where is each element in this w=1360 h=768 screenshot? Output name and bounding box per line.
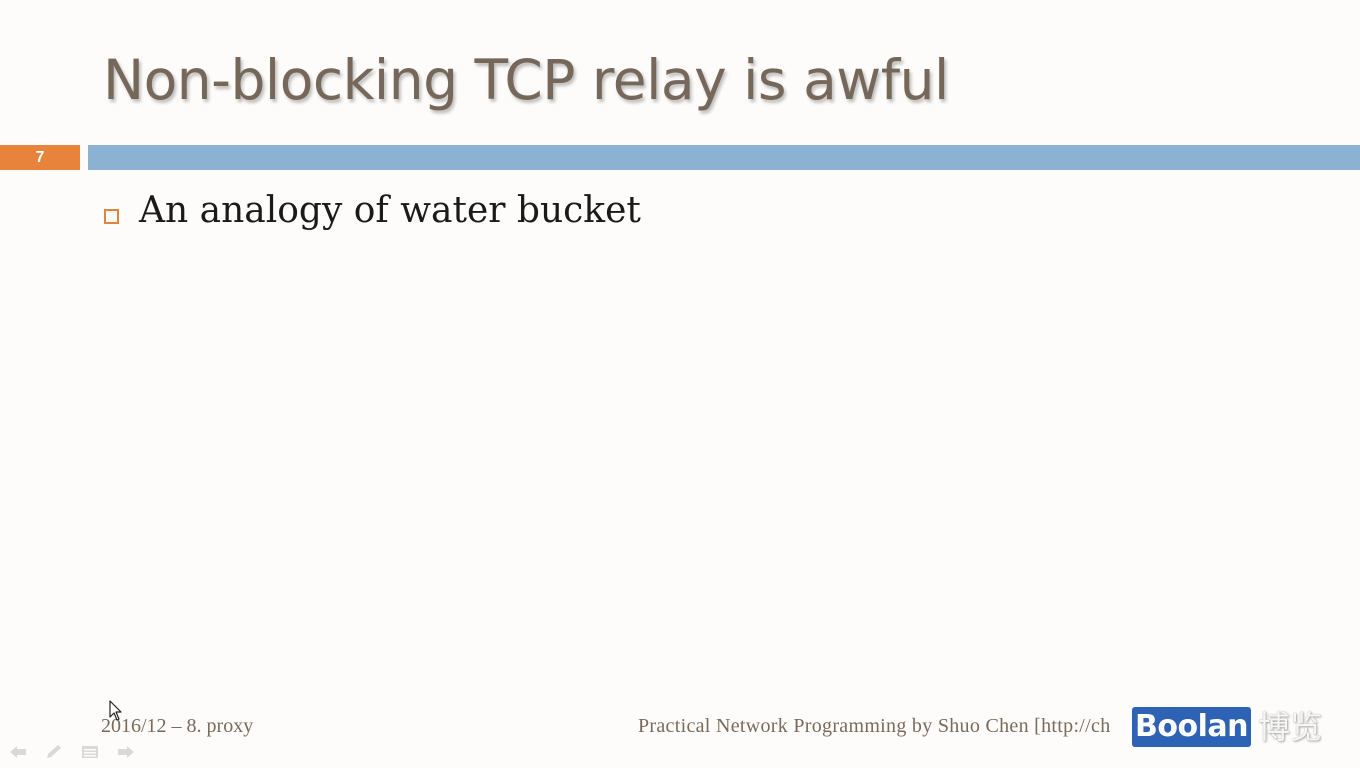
- slideshow-nav-controls: [8, 744, 136, 760]
- bullet-square-icon: [104, 209, 119, 224]
- slide-title: Non-blocking TCP relay is awful: [103, 48, 949, 112]
- menu-icon[interactable]: [80, 744, 100, 760]
- title-divider-bar: [88, 145, 1360, 170]
- footer-date-section: 2016/12 – 8. proxy: [101, 715, 254, 737]
- boolan-logo: Boolan: [1132, 707, 1251, 747]
- mouse-pointer-icon: [109, 700, 122, 721]
- arrow-right-icon[interactable]: [116, 744, 136, 760]
- bullet-item: An analogy of water bucket: [139, 190, 641, 231]
- boolan-logo-chinese: 博览: [1258, 708, 1323, 746]
- footer-course-credit: Practical Network Programming by Shuo Ch…: [638, 715, 1111, 737]
- arrow-left-icon[interactable]: [8, 744, 28, 760]
- pen-icon[interactable]: [44, 744, 64, 760]
- slide-number: 7: [0, 145, 80, 170]
